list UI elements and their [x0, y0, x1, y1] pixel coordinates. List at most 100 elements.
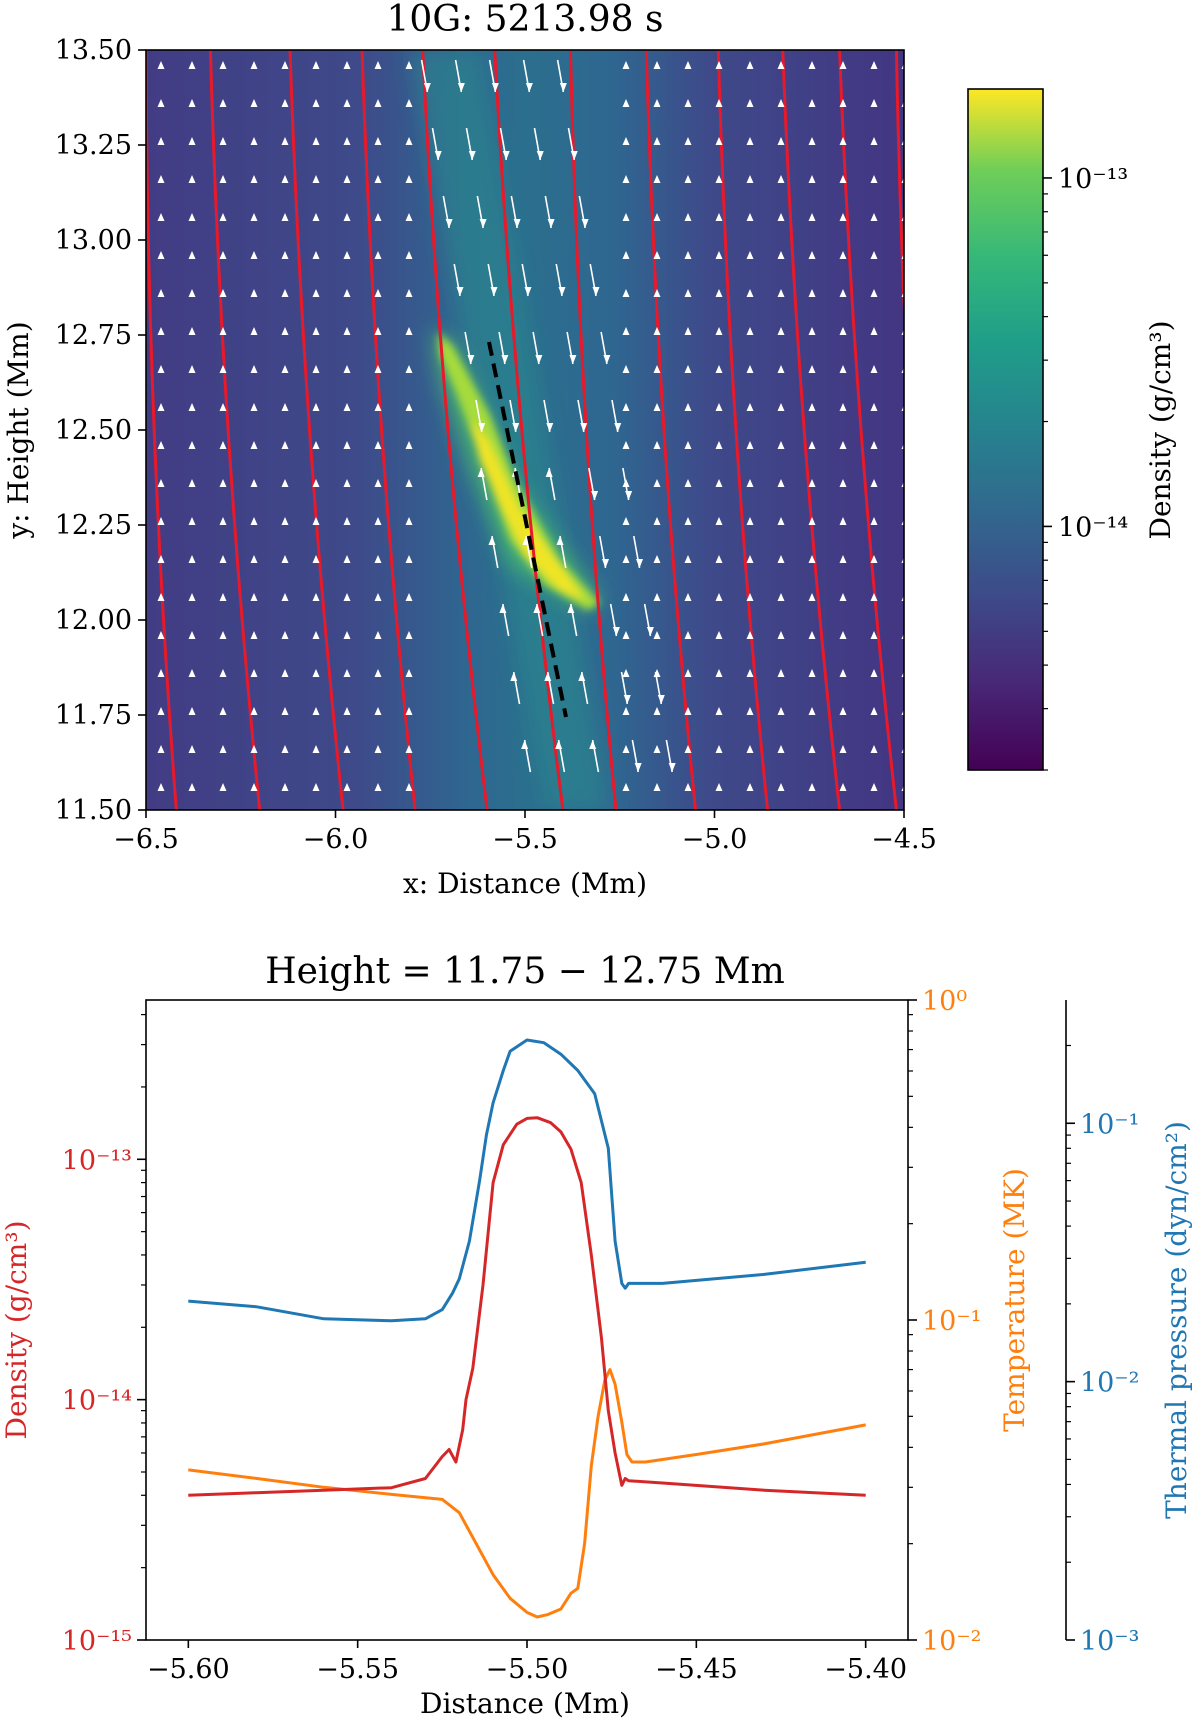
upflow-arrow: [219, 99, 227, 107]
upflow-arrow: [870, 365, 878, 373]
upflow-arrow: [312, 783, 320, 791]
upflow-arrow: [684, 365, 692, 373]
upflow-arrow: [374, 175, 382, 183]
downflow-arrow: [631, 739, 642, 773]
x-tick-label: −5.60: [147, 1654, 230, 1685]
upflow-arrow: [839, 213, 847, 221]
channel-upflow-arrow: [510, 671, 521, 705]
upflow-arrow: [715, 631, 723, 639]
upflow-arrow: [312, 251, 320, 259]
upflow-arrow: [188, 365, 196, 373]
upflow-arrow: [777, 61, 785, 69]
upflow-arrow: [188, 327, 196, 335]
downflow-arrow: [620, 671, 631, 705]
upflow-arrow: [343, 61, 351, 69]
bottom-title: Height = 11.75 − 12.75 Mm: [265, 951, 785, 992]
upflow-arrow: [188, 403, 196, 411]
upflow-arrow: [870, 669, 878, 677]
upflow-arrow: [343, 631, 351, 639]
upflow-arrow: [653, 213, 661, 221]
downflow-arrow: [533, 127, 544, 161]
upflow-arrow: [405, 517, 413, 525]
upflow-arrow: [839, 137, 847, 145]
upflow-arrow: [188, 745, 196, 753]
upflow-arrow: [281, 783, 289, 791]
upflow-arrow: [808, 707, 816, 715]
upflow-arrow: [777, 137, 785, 145]
upflow-arrow: [250, 213, 258, 221]
upflow-arrow: [653, 517, 661, 525]
upflow-arrow: [746, 441, 754, 449]
upflow-arrow: [839, 99, 847, 107]
upflow-arrow: [405, 137, 413, 145]
upflow-arrow: [746, 555, 754, 563]
upflow-arrow: [777, 403, 785, 411]
y-tick-label: 12.25: [55, 510, 132, 541]
upflow-arrow: [777, 555, 785, 563]
upflow-arrow: [188, 593, 196, 601]
upflow-arrow: [374, 593, 382, 601]
downflow-arrow: [431, 127, 442, 161]
upflow-arrow: [157, 213, 165, 221]
upflow-arrow: [374, 137, 382, 145]
downflow-arrow: [567, 127, 578, 161]
upflow-arrow: [374, 289, 382, 297]
upflow-arrow: [746, 175, 754, 183]
upflow-arrow: [746, 707, 754, 715]
upflow-arrow: [188, 631, 196, 639]
upflow-arrow: [374, 479, 382, 487]
upflow-arrow: [839, 289, 847, 297]
upflow-arrow: [374, 99, 382, 107]
upflow-arrow: [839, 631, 847, 639]
upflow-arrow: [250, 175, 258, 183]
field-line: [781, 50, 842, 810]
upflow-arrow: [870, 327, 878, 335]
colorbar-tick-label: 10⁻¹³: [1058, 164, 1128, 195]
upflow-arrow: [343, 555, 351, 563]
upflow-arrow: [312, 289, 320, 297]
upflow-arrow: [312, 745, 320, 753]
top-y-label: y: Height (Mm): [2, 321, 35, 539]
upflow-arrow: [777, 593, 785, 601]
upflow-arrow: [343, 213, 351, 221]
downflow-arrow: [464, 331, 475, 365]
upflow-arrow: [219, 745, 227, 753]
upflow-arrow: [808, 669, 816, 677]
colorbar: [967, 88, 1044, 771]
upflow-arrow: [715, 669, 723, 677]
upflow-arrow: [343, 745, 351, 753]
tick-label: 10⁻²: [1080, 1368, 1139, 1399]
upflow-arrow: [219, 365, 227, 373]
top-plot-area: [146, 50, 904, 810]
upflow-arrow: [715, 61, 723, 69]
upflow-arrow: [405, 631, 413, 639]
downflow-arrow: [665, 739, 676, 773]
upflow-arrow: [684, 99, 692, 107]
upflow-arrow: [343, 175, 351, 183]
upflow-arrow: [188, 441, 196, 449]
colorbar-label: Density (g/cm³): [1144, 320, 1177, 539]
upflow-arrow: [188, 555, 196, 563]
upflow-arrow: [343, 137, 351, 145]
x-tick-label: −6.5: [113, 824, 179, 855]
upflow-arrow: [405, 175, 413, 183]
field-line: [838, 50, 898, 810]
upflow-arrow: [219, 707, 227, 715]
upflow-arrow: [808, 251, 816, 259]
upflow-arrow: [653, 745, 661, 753]
upflow-arrow: [281, 403, 289, 411]
upflow-arrow: [157, 631, 165, 639]
downflow-arrow: [556, 59, 567, 93]
upflow-arrow: [870, 631, 878, 639]
tick-label: 10⁻¹: [922, 1306, 981, 1337]
upflow-arrow: [808, 289, 816, 297]
cut-line: [487, 341, 568, 718]
upflow-arrow: [839, 479, 847, 487]
upflow-arrow: [312, 175, 320, 183]
upflow-arrow: [653, 555, 661, 563]
upflow-arrow: [188, 783, 196, 791]
upflow-arrow: [715, 783, 723, 791]
upflow-arrow: [343, 251, 351, 259]
upflow-arrow: [343, 327, 351, 335]
upflow-arrow: [405, 327, 413, 335]
